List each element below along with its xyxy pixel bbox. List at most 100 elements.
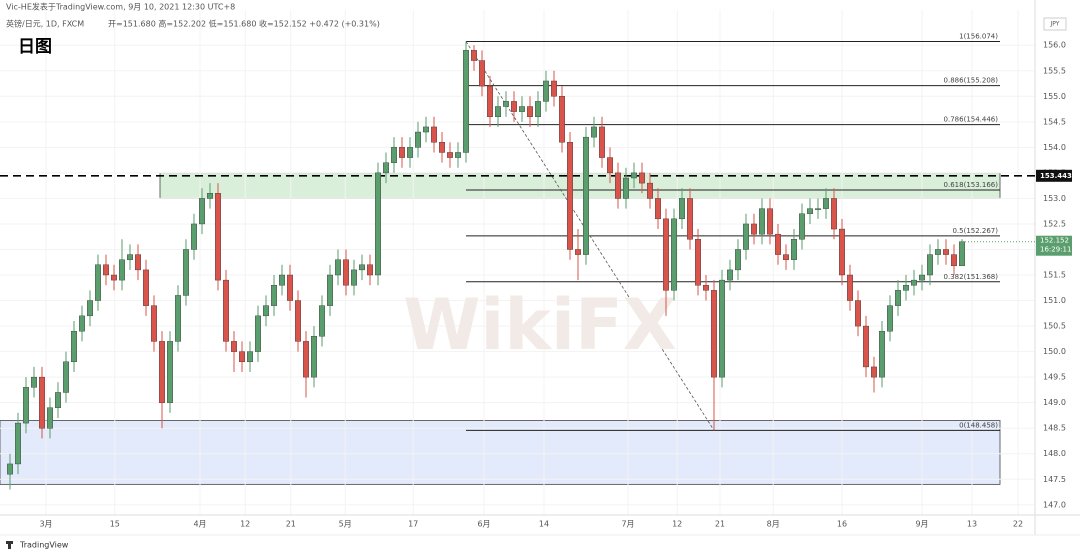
candle-body <box>823 198 830 209</box>
candle-body <box>367 264 374 276</box>
candle-body <box>447 152 454 158</box>
candle-body <box>495 106 502 117</box>
candle-body <box>78 315 85 332</box>
candle-body <box>271 285 278 306</box>
candle-body <box>831 198 838 230</box>
y-tick-label: 147.5 <box>1043 475 1066 484</box>
candle-body <box>463 50 470 153</box>
drawings: 1(156.074) 0.886(155.208) 0.786(154.446) 0.… <box>0 10 1035 515</box>
candle-body <box>375 172 382 276</box>
candle-body <box>535 101 542 117</box>
x-tick-label: 7月 <box>621 520 634 529</box>
candle-body <box>527 106 534 117</box>
x-tick-label: 17 <box>408 520 418 529</box>
candle-body <box>254 315 261 352</box>
ohlc-info: 开=151.680 高=152.202 低=151.680 收=152.152 … <box>108 19 380 29</box>
candle-body <box>551 80 558 97</box>
candle-body <box>751 223 758 235</box>
candle-body <box>31 376 38 388</box>
candle-body <box>879 330 886 378</box>
candle-body <box>383 162 390 174</box>
candle-body <box>102 264 109 276</box>
y-tick-label: 149.0 <box>1043 398 1066 407</box>
candle-body <box>655 198 662 220</box>
candle-body <box>567 142 574 250</box>
x-tick-label: 12 <box>240 520 250 529</box>
candle-body <box>703 285 710 291</box>
candle-body <box>639 172 646 184</box>
footer-logo: TradingView <box>19 541 69 550</box>
fib-label: 0.618(153.166) <box>944 181 999 189</box>
candle-body <box>711 290 718 378</box>
y-tick-label: 153.0 <box>1043 194 1066 203</box>
candle-body <box>503 101 510 107</box>
y-tick-label: 155.0 <box>1043 92 1066 101</box>
candle-body <box>719 279 726 378</box>
candle-body <box>855 300 862 327</box>
candle-body <box>407 147 414 158</box>
x-tick-label: 8月 <box>767 520 780 529</box>
candle-body <box>311 336 318 378</box>
candle-body <box>335 259 342 276</box>
y-tick-label: 154.0 <box>1043 143 1066 152</box>
last-price-box <box>1036 235 1072 256</box>
x-tick-label: 15 <box>110 520 120 529</box>
candle-body <box>359 264 366 271</box>
fib-label: 0.886(155.208) <box>944 77 999 85</box>
y-tick-label: 154.5 <box>1043 117 1066 126</box>
y-tick-label: 156.0 <box>1043 41 1066 50</box>
candle-body <box>134 254 141 271</box>
candle-body <box>607 157 614 174</box>
candle-body <box>166 341 173 403</box>
candle-body <box>847 274 854 301</box>
candle-body <box>631 172 638 179</box>
candle-body <box>951 254 958 267</box>
fib-label: 0(148.458) <box>959 421 998 429</box>
candle-body <box>575 249 582 255</box>
candle-body <box>943 249 950 255</box>
last-price: 152.152 <box>1040 237 1069 245</box>
candle-body <box>487 85 494 117</box>
candle-body <box>591 126 598 138</box>
candle-body <box>6 463 13 475</box>
candle-body <box>86 300 93 317</box>
candle-body <box>599 126 606 158</box>
candle-body <box>927 254 934 276</box>
x-tick-label: 22 <box>1013 520 1023 529</box>
candle-body <box>727 269 734 281</box>
candle-body <box>615 172 622 199</box>
candle-body <box>959 241 966 267</box>
candle-body <box>174 295 181 342</box>
candle-body <box>799 213 806 240</box>
candle-body <box>911 279 918 286</box>
candle-body <box>479 60 486 87</box>
logo-icon <box>6 541 13 549</box>
candle-body <box>190 223 197 250</box>
candle-body <box>142 269 149 306</box>
x-tick-label: 6月 <box>477 520 490 529</box>
candle-body <box>863 325 870 368</box>
candle-body <box>399 147 406 158</box>
x-tick-label: 12 <box>672 520 682 529</box>
publisher: Vic-HE发表于TradingView.com, 9月 10, 2021 12… <box>6 2 235 12</box>
candle-body <box>695 239 702 286</box>
candle-body <box>391 147 398 163</box>
candle-body <box>623 177 630 199</box>
candle-body <box>519 106 526 112</box>
chart-title: 日图 <box>18 37 52 57</box>
y-tick-label: 148.5 <box>1043 424 1066 433</box>
zone <box>159 172 1001 199</box>
candle-body <box>431 126 438 143</box>
candle-body <box>543 80 550 102</box>
candle-body <box>287 274 294 301</box>
candle-body <box>327 274 334 306</box>
candle-body <box>214 193 221 281</box>
candle-body <box>415 131 422 148</box>
x-tick-label: 3月 <box>39 520 52 529</box>
candle-body <box>759 208 766 235</box>
candle-body <box>63 361 70 393</box>
candle-body <box>559 96 566 143</box>
candle-body <box>839 228 846 276</box>
y-tick-label: 150.5 <box>1043 322 1066 331</box>
